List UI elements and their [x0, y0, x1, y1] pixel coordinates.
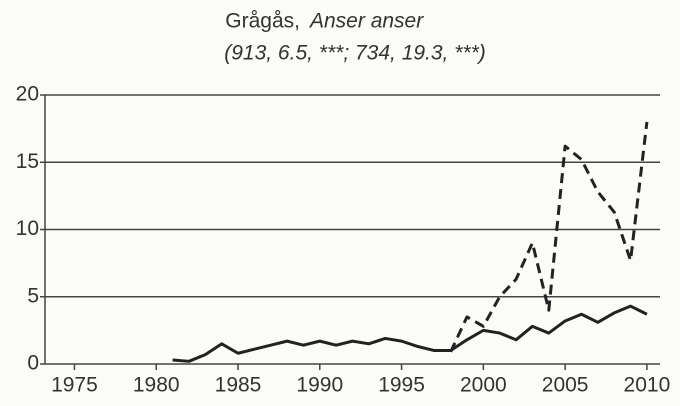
x-tick-label: 1995 [378, 374, 425, 397]
data-line [172, 304, 648, 363]
x-tick-label: 2000 [460, 374, 507, 397]
y-tick-label: 0 [27, 352, 39, 375]
x-tick-label: 1985 [215, 374, 262, 397]
data-line [449, 121, 649, 353]
chart-subtitle: (913, 6.5, ***; 734, 19.3, ***) [224, 42, 486, 65]
y-tick-label: 5 [27, 284, 39, 307]
x-tick-label: 2005 [542, 374, 589, 397]
y-tick-label: 10 [16, 217, 39, 240]
x-tick-label: 2010 [624, 374, 671, 397]
y-tick-label: 15 [16, 150, 39, 173]
x-tick-label: 1975 [51, 374, 98, 397]
chart-title: Grågås, [225, 10, 300, 33]
x-tick-label: 1980 [133, 374, 180, 397]
chart-title-species: Anser anser [308, 10, 424, 33]
y-tick-label: 20 [16, 83, 39, 106]
x-tick-label: 1990 [296, 374, 343, 397]
